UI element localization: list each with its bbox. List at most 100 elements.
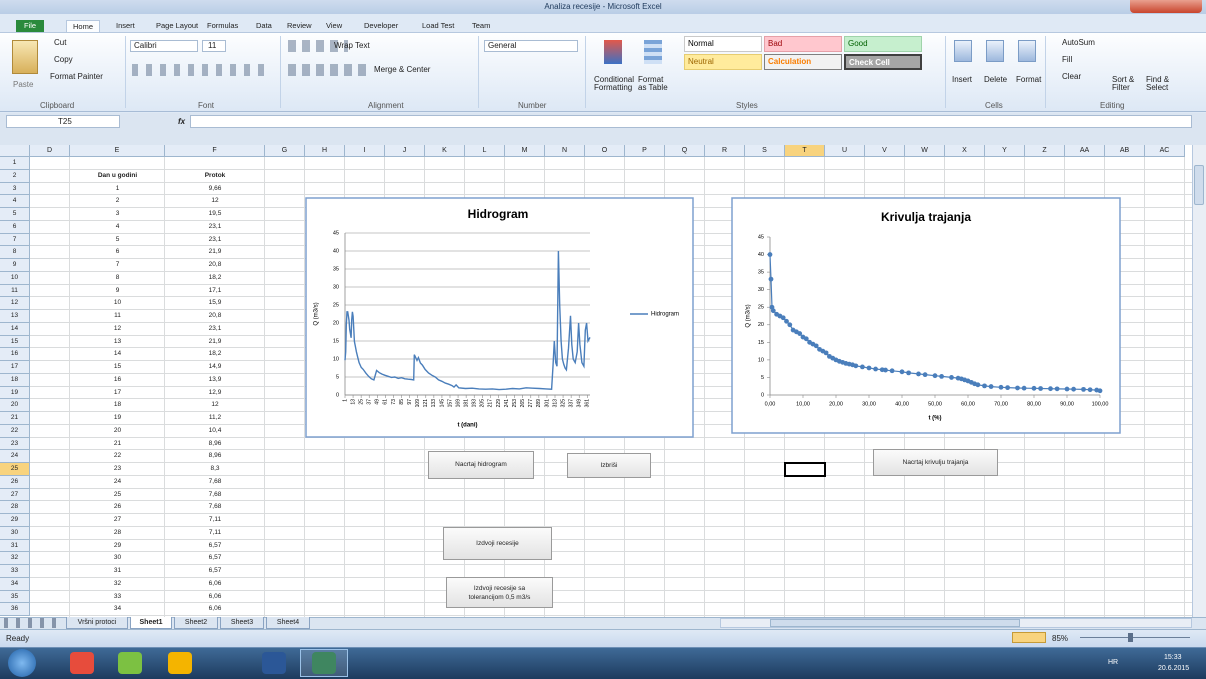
find-select[interactable]: Select [1146, 83, 1169, 92]
column-header[interactable]: D [30, 145, 70, 157]
row-header[interactable]: 6 [0, 220, 30, 234]
ribbon-tab[interactable]: Insert [116, 21, 135, 30]
copy-label[interactable]: Copy [54, 55, 73, 64]
autosum[interactable]: AutoSum [1062, 38, 1095, 47]
ribbon-tab[interactable]: Formulas [207, 21, 239, 30]
row-header[interactable]: 16 [0, 348, 30, 361]
column-header[interactable]: AA [1065, 145, 1105, 157]
sort-filter[interactable]: Filter [1112, 83, 1130, 92]
row-header[interactable]: 21 [0, 412, 30, 425]
button[interactable]: Izbriši [567, 453, 651, 478]
column-header[interactable]: U [825, 145, 865, 157]
taskbar-icon[interactable] [312, 652, 336, 674]
ribbon-tab[interactable]: Home [66, 20, 101, 32]
cell-style[interactable]: Calculation [764, 54, 842, 70]
row-header[interactable]: 18 [0, 373, 30, 387]
button[interactable]: Nacrtaj krivulju trajanja [873, 449, 998, 476]
button[interactable]: Nacrtaj hidrogram [428, 451, 534, 479]
column-header[interactable]: R [705, 145, 745, 157]
cell-style[interactable]: Bad [764, 36, 842, 52]
button[interactable]: Izdvoji recesije [443, 527, 552, 560]
column-header[interactable]: W [905, 145, 945, 157]
sort-filter[interactable]: Sort & [1112, 75, 1135, 84]
row-header[interactable]: 36 [0, 603, 30, 616]
wrap-text[interactable]: Wrap Text [334, 41, 370, 50]
cut-label[interactable]: Cut [54, 38, 67, 47]
column-header[interactable]: J [385, 145, 425, 157]
conditional-formatting[interactable]: Conditional [594, 75, 635, 84]
sheet-tab[interactable]: Sheet2 [174, 617, 218, 629]
row-header[interactable]: 4 [0, 195, 30, 208]
column-header[interactable]: Q [665, 145, 705, 157]
sheet-tab[interactable]: Sheet4 [266, 617, 310, 629]
row-header[interactable]: 31 [0, 539, 30, 553]
taskbar-icon[interactable] [70, 652, 94, 674]
cell-style[interactable]: Neutral [684, 54, 762, 70]
column-header[interactable]: Z [1025, 145, 1065, 157]
ribbon-tab[interactable]: Team [472, 21, 491, 30]
row-header[interactable]: 23 [0, 437, 30, 451]
conditional-formatting[interactable]: Formatting [594, 83, 633, 92]
row-header[interactable]: 19 [0, 386, 30, 400]
ribbon-tab[interactable]: Page Layout [156, 21, 199, 30]
ribbon-tab[interactable]: View [326, 21, 343, 30]
row-header[interactable]: 9 [0, 259, 30, 272]
column-header[interactable]: AB [1105, 145, 1145, 157]
sheet-tab[interactable]: Sheet3 [220, 617, 264, 629]
column-header[interactable]: Y [985, 145, 1025, 157]
row-header[interactable]: 15 [0, 335, 30, 349]
taskbar-icon[interactable] [118, 652, 142, 674]
find-select[interactable]: Find & [1146, 75, 1170, 84]
cell-style[interactable]: Check Cell [844, 54, 922, 70]
row-header[interactable]: 25 [0, 463, 30, 476]
taskbar-icon[interactable] [262, 652, 286, 674]
column-header[interactable]: I [345, 145, 385, 157]
row-header[interactable]: 29 [0, 514, 30, 527]
row-header[interactable]: 11 [0, 284, 30, 298]
row-header[interactable]: 28 [0, 501, 30, 514]
row-header[interactable]: 35 [0, 590, 30, 604]
row-header[interactable]: 3 [0, 182, 30, 196]
column-header[interactable]: L [465, 145, 505, 157]
row-header[interactable]: 5 [0, 208, 30, 221]
format-as-table[interactable]: Format [638, 75, 664, 84]
column-header[interactable]: K [425, 145, 465, 157]
row-header[interactable]: 24 [0, 450, 30, 463]
row-header[interactable]: 14 [0, 322, 30, 336]
row-header[interactable]: 26 [0, 475, 30, 489]
column-header[interactable]: G [265, 145, 305, 157]
format-painter-label[interactable]: Format Painter [50, 72, 103, 81]
column-header[interactable]: X [945, 145, 985, 157]
cells-button[interactable]: Format [1016, 75, 1042, 84]
column-header[interactable]: H [305, 145, 345, 157]
clear[interactable]: Clear [1062, 72, 1082, 81]
sheet-tab[interactable]: Vršni protoci [66, 617, 128, 629]
cells-button[interactable]: Insert [952, 75, 973, 84]
column-header[interactable]: N [545, 145, 585, 157]
column-header[interactable]: F [165, 145, 265, 157]
taskbar-icon[interactable] [168, 652, 192, 674]
row-header[interactable]: 10 [0, 271, 30, 285]
ribbon-tab[interactable]: Load Test [422, 21, 455, 30]
ribbon-tab[interactable]: Review [287, 21, 312, 30]
row-header[interactable]: 1 [0, 157, 30, 170]
row-header[interactable]: 33 [0, 565, 30, 578]
column-header[interactable]: AC [1145, 145, 1185, 157]
row-header[interactable]: 30 [0, 526, 30, 540]
ribbon-tab[interactable]: Data [256, 21, 272, 30]
row-header[interactable]: 32 [0, 552, 30, 565]
row-header[interactable]: 34 [0, 577, 30, 591]
row-header[interactable]: 12 [0, 297, 30, 310]
row-header[interactable]: 22 [0, 424, 30, 438]
cell-style[interactable]: Good [844, 36, 922, 52]
cell-style[interactable]: Normal [684, 36, 762, 52]
row-header[interactable]: 13 [0, 310, 30, 323]
merge-center[interactable]: Merge & Center [374, 65, 431, 74]
ribbon-tab[interactable]: File [16, 20, 45, 32]
column-header[interactable]: T [785, 145, 825, 157]
sheet-tab[interactable]: Sheet1 [130, 617, 172, 629]
row-header[interactable]: 20 [0, 399, 30, 412]
row-header[interactable]: 27 [0, 488, 30, 502]
column-header[interactable]: O [585, 145, 625, 157]
column-header[interactable]: E [70, 145, 165, 157]
